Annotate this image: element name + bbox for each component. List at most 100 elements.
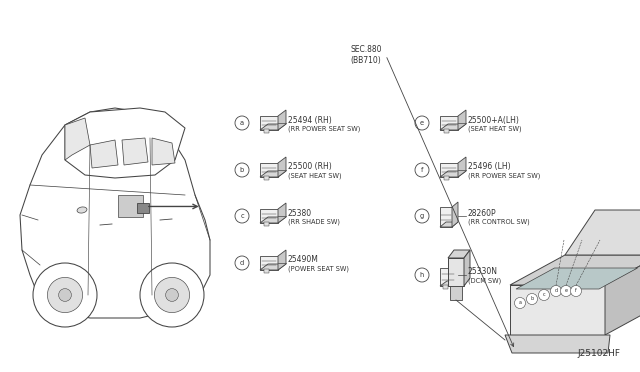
Polygon shape: [456, 263, 463, 286]
Text: e: e: [564, 289, 568, 294]
Text: g: g: [420, 213, 424, 219]
Polygon shape: [152, 138, 175, 165]
Polygon shape: [440, 171, 466, 177]
Text: (RR CONTROL SW): (RR CONTROL SW): [468, 219, 530, 225]
Bar: [137, 203, 149, 213]
Text: (SEAT HEAT SW): (SEAT HEAT SW): [468, 126, 522, 132]
Bar: [443, 285, 448, 289]
Polygon shape: [440, 222, 458, 227]
Polygon shape: [450, 286, 462, 300]
Polygon shape: [605, 255, 640, 335]
Polygon shape: [448, 258, 464, 286]
Text: c: c: [543, 292, 545, 298]
Circle shape: [154, 278, 189, 312]
Bar: [264, 269, 269, 273]
Text: c: c: [240, 213, 244, 219]
Polygon shape: [440, 268, 456, 286]
Bar: [264, 129, 269, 133]
Circle shape: [235, 163, 249, 177]
Bar: [118, 195, 143, 217]
Circle shape: [570, 285, 582, 296]
Circle shape: [59, 289, 72, 301]
Circle shape: [538, 289, 550, 301]
Text: b: b: [240, 167, 244, 173]
Circle shape: [235, 256, 249, 270]
Polygon shape: [278, 203, 286, 223]
Text: e: e: [420, 120, 424, 126]
Text: h: h: [420, 272, 424, 278]
Polygon shape: [260, 217, 286, 223]
Polygon shape: [260, 163, 278, 177]
Polygon shape: [260, 171, 286, 177]
Polygon shape: [464, 250, 470, 286]
Circle shape: [33, 263, 97, 327]
Polygon shape: [505, 335, 610, 353]
Polygon shape: [440, 116, 458, 130]
Circle shape: [235, 209, 249, 223]
Text: 25494 (RH): 25494 (RH): [288, 115, 332, 125]
Polygon shape: [65, 118, 90, 160]
Text: (RR POWER SEAT SW): (RR POWER SEAT SW): [288, 126, 360, 132]
Bar: [264, 176, 269, 180]
Bar: [444, 176, 449, 180]
Polygon shape: [510, 255, 640, 285]
Text: d: d: [240, 260, 244, 266]
Polygon shape: [448, 250, 470, 258]
Polygon shape: [260, 264, 286, 270]
Circle shape: [515, 298, 525, 308]
Text: 25330N: 25330N: [468, 267, 498, 276]
Polygon shape: [278, 157, 286, 177]
Text: 25496 (LH): 25496 (LH): [468, 163, 511, 171]
Polygon shape: [260, 124, 286, 130]
Text: J25102HF: J25102HF: [577, 349, 620, 358]
Text: 25380: 25380: [288, 208, 312, 218]
Text: SEC.880
(BB710): SEC.880 (BB710): [351, 45, 382, 65]
Text: (RR POWER SEAT SW): (RR POWER SEAT SW): [468, 173, 540, 179]
Text: (DCM SW): (DCM SW): [468, 278, 501, 284]
Polygon shape: [278, 250, 286, 270]
Text: 25500+A(LH): 25500+A(LH): [468, 115, 520, 125]
Text: f: f: [575, 289, 577, 294]
Circle shape: [47, 278, 83, 312]
Text: f: f: [421, 167, 423, 173]
Circle shape: [527, 294, 538, 305]
Polygon shape: [260, 116, 278, 130]
Text: a: a: [518, 301, 522, 305]
Polygon shape: [440, 207, 452, 227]
Polygon shape: [458, 110, 466, 130]
Text: (SEAT HEAT SW): (SEAT HEAT SW): [288, 173, 342, 179]
Polygon shape: [20, 108, 210, 318]
Bar: [444, 129, 449, 133]
Text: 28260P: 28260P: [468, 208, 497, 218]
Text: b: b: [531, 296, 534, 301]
Circle shape: [415, 268, 429, 282]
Polygon shape: [458, 157, 466, 177]
Polygon shape: [510, 285, 605, 335]
Polygon shape: [516, 268, 637, 289]
Polygon shape: [90, 140, 118, 168]
Text: (RR SHADE SW): (RR SHADE SW): [288, 219, 340, 225]
Polygon shape: [452, 202, 458, 227]
Polygon shape: [122, 138, 148, 165]
Ellipse shape: [77, 207, 87, 213]
Circle shape: [166, 289, 179, 301]
Text: (POWER SEAT SW): (POWER SEAT SW): [288, 266, 349, 272]
Polygon shape: [440, 124, 466, 130]
Polygon shape: [440, 163, 458, 177]
Polygon shape: [440, 281, 463, 286]
Circle shape: [415, 163, 429, 177]
Text: d: d: [554, 289, 557, 294]
Circle shape: [415, 116, 429, 130]
Polygon shape: [65, 108, 185, 178]
Polygon shape: [260, 209, 278, 223]
Circle shape: [550, 285, 561, 296]
Circle shape: [561, 285, 572, 296]
Circle shape: [140, 263, 204, 327]
Text: a: a: [240, 120, 244, 126]
Circle shape: [415, 209, 429, 223]
Bar: [264, 222, 269, 226]
Text: 25500 (RH): 25500 (RH): [288, 163, 332, 171]
Polygon shape: [260, 256, 278, 270]
Polygon shape: [278, 110, 286, 130]
Circle shape: [235, 116, 249, 130]
